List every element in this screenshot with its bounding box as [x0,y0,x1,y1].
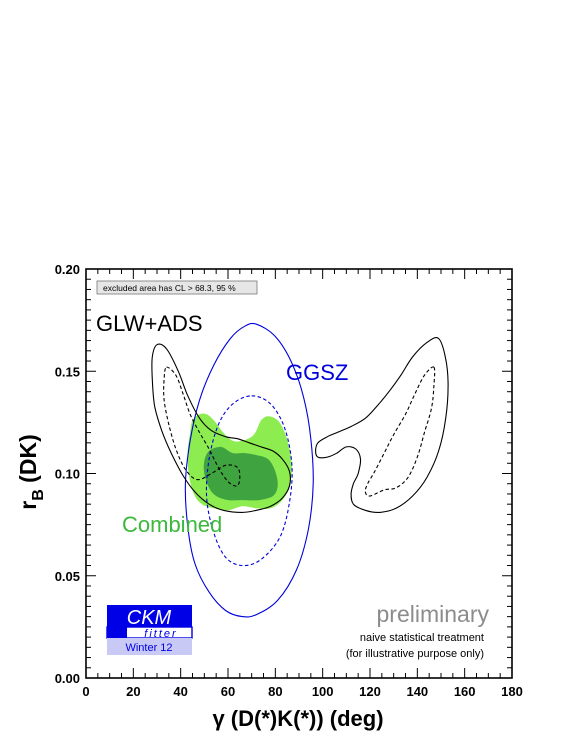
y-axis-label-main: r [15,501,41,510]
contour-glw-ads-95-3 [315,337,449,514]
logo-top-block [107,605,192,627]
label-combined: Combined [122,512,222,537]
note-illustrative: (for illustrative purpose only) [346,648,484,660]
legend-box-text: excluded area has CL > 68.3, 95 % [103,283,236,293]
x-tick-label: 60 [221,684,235,699]
y-axis-label-tail: (DK) [15,434,41,489]
label-preliminary: preliminary [377,601,490,627]
x-tick-label: 100 [312,684,334,699]
x-tick-label: 80 [268,684,282,699]
y-tick-label: 0.00 [55,671,80,686]
logo-fitter: fitter [144,628,177,640]
y-axis-label-sub: B [30,489,47,501]
axis-ticks: 0 20 40 60 80 100 120 140 160 180 0.00 0.05 0.10 0.15… [55,262,523,699]
label-glw-ads: GLW+ADS [96,311,203,336]
x-tick-label: 120 [359,684,381,699]
y-tick-label: 0.05 [55,569,80,584]
x-tick-label: 20 [126,684,140,699]
y-axis-label: rB (DK) [15,434,47,509]
svg-text:rB (DK): rB (DK) [15,434,47,509]
contour-layer [151,322,449,618]
legend-box: excluded area has CL > 68.3, 95 % [96,280,258,295]
x-tick-label: 180 [501,684,523,699]
contour-ggsz-95-0 [184,322,314,618]
contour-ggsz-68-1 [205,395,293,567]
x-axis-label: γ (D(*)K(*)) (deg) [212,706,383,731]
logo-bottom-block [107,638,192,655]
x-tick-label: 160 [454,684,476,699]
contour-combined-68-7 [203,446,278,501]
contour-glw-ads-68-4 [163,366,241,487]
x-tick-label: 40 [173,684,187,699]
y-tick-label: 0.15 [55,364,80,379]
note-statistical: naive statistical treatment [360,632,484,644]
logo-ckm: CKM [127,607,172,629]
contour-glw-ads-68-5 [364,366,436,497]
x-tick-label: 0 [82,684,89,699]
contour-glw-ads-95-2 [151,343,291,513]
logo-winter: Winter 12 [125,642,172,654]
x-tick-label: 140 [406,684,428,699]
logo-left-stub [107,627,127,638]
y-tick-label: 0.20 [55,262,80,277]
label-ggsz: GGSZ [286,360,348,385]
y-tick-label: 0.10 [55,467,80,482]
legend-box-rect [96,280,258,295]
ckmfitter-logo: CKM fitter Winter 12 [106,605,193,655]
